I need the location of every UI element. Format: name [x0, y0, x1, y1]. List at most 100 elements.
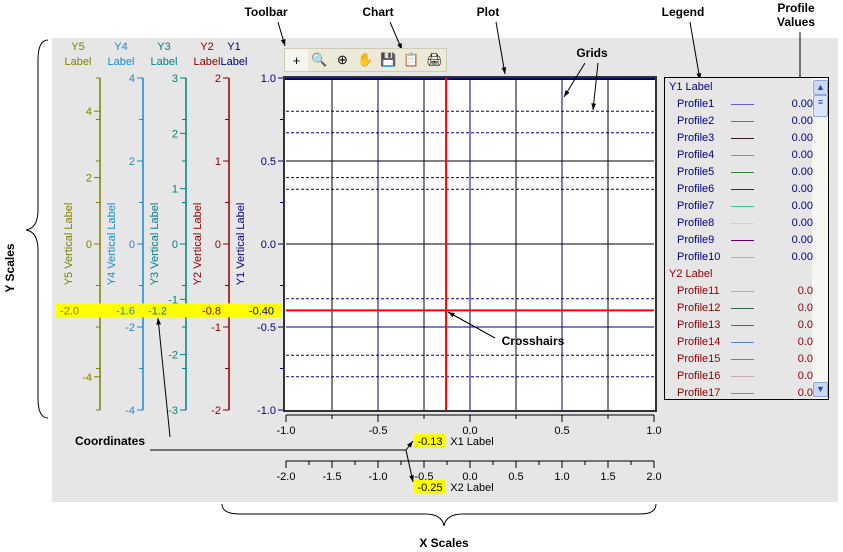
pan-hand-icon: ✋: [357, 52, 374, 67]
legend-item[interactable]: Profile11 0.0: [665, 283, 813, 300]
profile-color-swatch: [731, 291, 754, 292]
print-button[interactable]: 🖨: [423, 49, 446, 71]
y-tick-label: -0.5: [257, 322, 276, 334]
annotation-arrow: [563, 62, 586, 98]
legend-item[interactable]: Profile14 0.0: [665, 334, 813, 351]
profile-name: Profile1: [677, 98, 715, 110]
profile-color-swatch: [731, 325, 754, 326]
scroll-up-icon[interactable]: ▲: [813, 80, 828, 95]
y-axis-y2: Y2 Label 2 1 0 -1 -2 Y2 Vertical Label: [192, 41, 230, 417]
profile-color-swatch: [731, 155, 754, 156]
x-coordinate-x2: -0.25: [417, 482, 442, 494]
y-tick-label: 0: [86, 239, 92, 251]
legend: ▲ ≡ ▼ Y1 Label Profile1 0.00 Profile2 0.00 Pr…: [664, 77, 829, 400]
profile-color-swatch: [731, 308, 754, 309]
pan-hand-button[interactable]: ✋: [354, 49, 377, 71]
legend-item[interactable]: Profile10 0.00: [665, 249, 813, 266]
y-axis-title-label: Label: [221, 56, 248, 68]
y-tick-label: 1: [215, 156, 221, 168]
legend-item[interactable]: Profile7 0.00: [665, 198, 813, 215]
profile-name: Profile14: [677, 336, 721, 348]
profile-value: 0.00: [791, 251, 813, 263]
legend-item[interactable]: Profile17 0.0: [665, 385, 813, 399]
x-tick-label: -1.5: [323, 471, 342, 483]
legend-item[interactable]: Profile6 0.00: [665, 181, 813, 198]
y-tick-label: 2: [215, 73, 221, 85]
copy-icon: 📋: [403, 52, 420, 67]
annotation-y-scales: Y Scales: [3, 243, 17, 292]
y-tick-label: 0.0: [261, 239, 276, 251]
annotation-profile-values-2: Values: [777, 15, 815, 29]
profile-value: 0.00: [791, 166, 813, 178]
legend-item[interactable]: Profile3 0.00: [665, 130, 813, 147]
legend-item[interactable]: Profile2 0.00: [665, 113, 813, 130]
plot-top-edge: [285, 78, 655, 80]
legend-item[interactable]: Profile12 0.0: [665, 300, 813, 317]
legend-group-title: Y2 Label: [669, 268, 713, 280]
legend-item[interactable]: Profile4 0.00: [665, 147, 813, 164]
legend-item[interactable]: Profile15 0.0: [665, 351, 813, 368]
profile-name: Profile17: [677, 387, 721, 399]
y-axis-y3: Y3 Label 3 2 1 0 -1 -2 -3 Y3 Vertical Label: [149, 41, 187, 417]
arrowhead-icon: [409, 475, 414, 482]
legend-item[interactable]: Profile16 0.0: [665, 368, 813, 385]
profile-color-swatch: [731, 393, 754, 394]
profile-value: 0.0: [797, 319, 813, 331]
y-axis-title: Y1: [227, 41, 240, 53]
zoom-box-button[interactable]: ⊕: [331, 49, 354, 71]
y-tick-label: 1: [172, 184, 178, 196]
y-tick-label: -4: [82, 372, 92, 384]
arrowhead-icon: [448, 312, 455, 318]
profile-name: Profile6: [677, 183, 715, 195]
legend-item[interactable]: Profile8 0.00: [665, 215, 813, 232]
profile-value: 0.00: [791, 217, 813, 229]
x-scales-brace: [221, 503, 657, 527]
annotation-x-scales: X Scales: [419, 536, 469, 550]
y-tick-label: -1.0: [257, 405, 276, 417]
profile-name: Profile12: [677, 302, 721, 314]
profile-value: 0.0: [797, 285, 813, 297]
y-axis-title: Y5: [71, 41, 84, 53]
y-scales-brace: [25, 39, 49, 419]
profile-value: 0.00: [791, 132, 813, 144]
y-vertical-label: Y1 Vertical Label: [235, 203, 247, 286]
annotation-legend: Legend: [662, 5, 705, 19]
profile-value: 0.00: [791, 183, 813, 195]
profile-color-swatch: [731, 342, 754, 343]
y-axis-title-label: Label: [151, 56, 178, 68]
x-tick-label: -1.0: [277, 425, 296, 437]
profile-value: 0.0: [797, 336, 813, 348]
profile-name: Profile5: [677, 166, 715, 178]
save-button[interactable]: 💾: [377, 49, 400, 71]
zoom-in-out-icon: 🔍: [311, 52, 328, 67]
x-tick-label: -0.5: [369, 425, 388, 437]
legend-item[interactable]: Profile13 0.0: [665, 317, 813, 334]
y-vertical-label: Y4 Vertical Label: [106, 203, 118, 286]
profile-name: Profile3: [677, 132, 715, 144]
annotation-plot: Plot: [477, 5, 500, 19]
y-axis-title: Y4: [114, 41, 127, 53]
profile-value: 0.00: [791, 200, 813, 212]
print-icon: 🖨: [426, 52, 443, 67]
arrowhead-icon: [156, 318, 162, 325]
zoom-in-out-button[interactable]: 🔍: [308, 49, 331, 71]
legend-item[interactable]: Profile5 0.00: [665, 164, 813, 181]
arrowhead-icon: [501, 67, 507, 74]
profile-name: Profile4: [677, 149, 715, 161]
y-axis-y4: Y4 Label 4 2 0 -2 -4 Y4 Vertical Label: [106, 41, 144, 417]
x-tick-label: 1.0: [646, 425, 661, 437]
copy-button[interactable]: 📋: [400, 49, 423, 71]
legend-item[interactable]: Profile9 0.00: [665, 232, 813, 249]
toolbar: + 🔍 ⊕ ✋ 💾 📋 🖨: [284, 48, 447, 72]
crosshair-button[interactable]: +: [285, 49, 308, 71]
legend-item[interactable]: Profile1 0.00: [665, 96, 813, 113]
profile-color-swatch: [731, 359, 754, 360]
scroll-thumb[interactable]: ≡: [813, 95, 828, 117]
x-tick-label: 0.5: [508, 471, 523, 483]
y-tick-label: -1: [168, 294, 178, 306]
legend-scrollbar[interactable]: ▲ ≡ ▼: [812, 78, 828, 399]
y-axis-title: Y3: [157, 41, 170, 53]
scroll-down-icon[interactable]: ▼: [813, 382, 828, 397]
x-tick-label: 0.0: [462, 425, 477, 437]
